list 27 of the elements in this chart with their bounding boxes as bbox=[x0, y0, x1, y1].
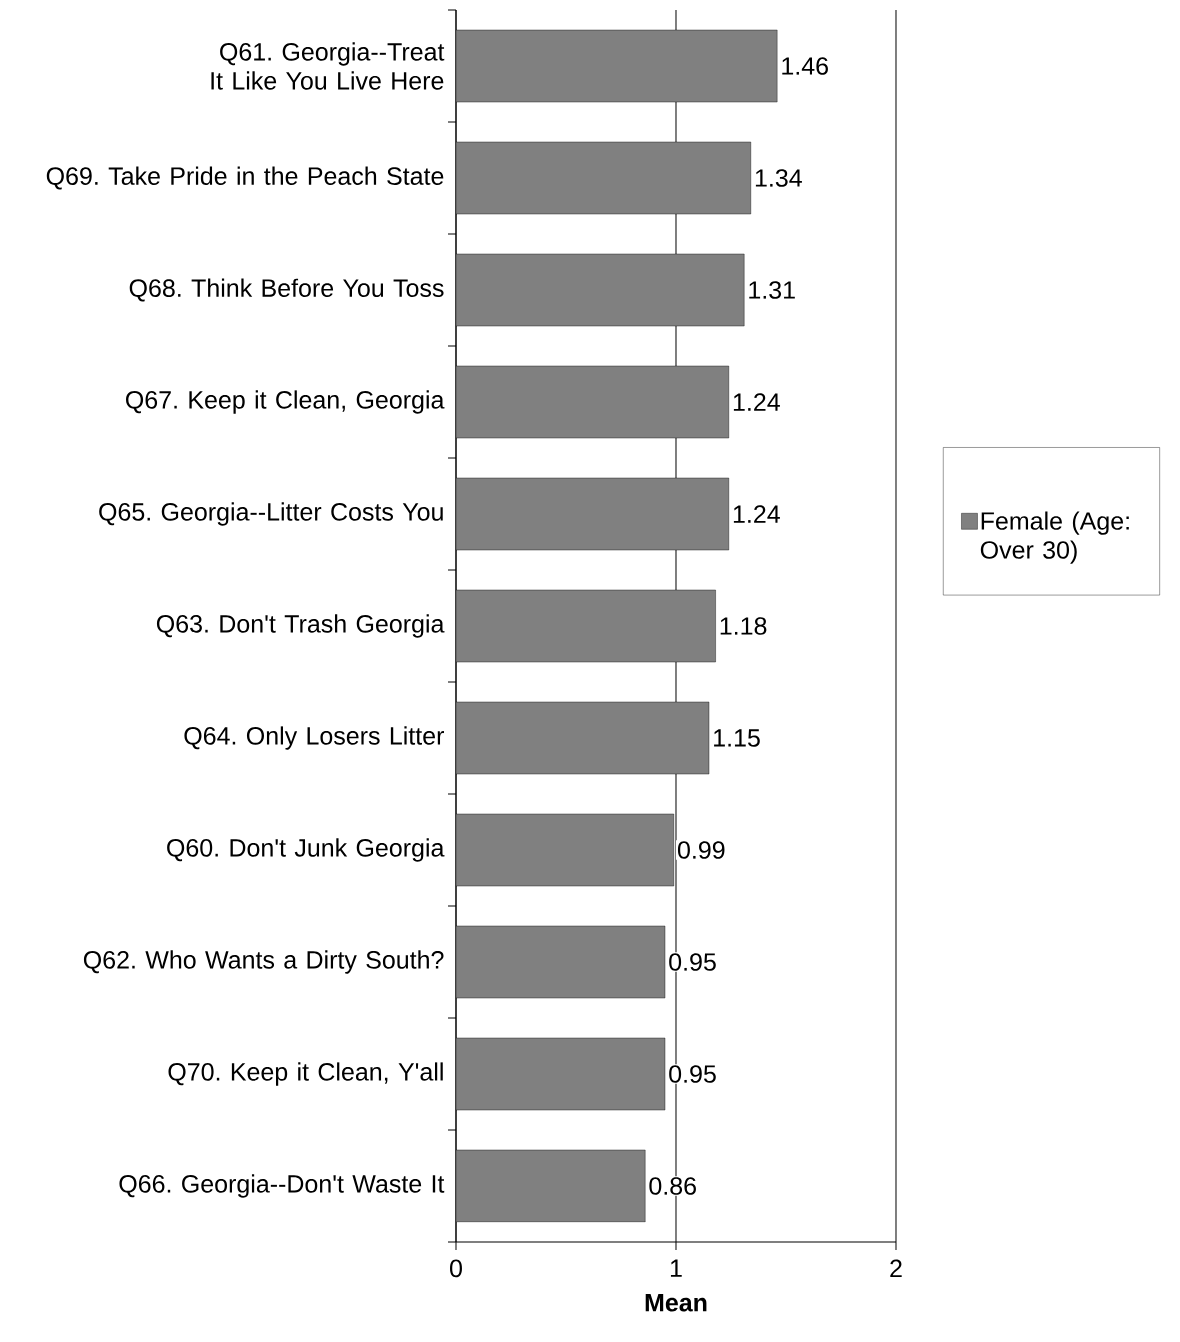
data-label: 0.95 bbox=[669, 953, 716, 971]
data-label: 1.24 bbox=[733, 393, 780, 411]
data-label: 1.31 bbox=[749, 281, 795, 299]
legend-label: Female (Age: Over 30) bbox=[980, 511, 1129, 564]
y-tick-label: Q61. Georgia--Treat It Like You Live Here bbox=[211, 42, 445, 90]
x-tick-label: 0 bbox=[450, 1259, 462, 1278]
y-tick-label: Q65. Georgia--Litter Costs You bbox=[99, 502, 443, 526]
y-tick-label: Q62. Who Wants a Dirty South? bbox=[83, 950, 444, 974]
y-tick-label: Q70. Keep it Clean, Y'all bbox=[168, 1062, 443, 1086]
data-label: 1.24 bbox=[733, 505, 780, 523]
y-tick-label: Q67. Keep it Clean, Georgia bbox=[126, 390, 445, 414]
x-tick-label: 1 bbox=[670, 1259, 682, 1277]
y-tick-label: Q66. Georgia--Don't Waste It bbox=[119, 1174, 445, 1198]
data-label: 1.15 bbox=[714, 729, 760, 747]
y-tick-label: Q60. Don't Junk Georgia bbox=[167, 838, 445, 862]
data-label: 0.95 bbox=[669, 1065, 716, 1083]
y-tick-label: Q64. Only Losers Litter bbox=[184, 726, 444, 750]
y-tick-label: Q69. Take Pride in the Peach State bbox=[46, 166, 444, 190]
y-tick-label: Q63. Don't Trash Georgia bbox=[156, 614, 445, 638]
data-label: 1.18 bbox=[720, 617, 767, 635]
x-axis-title: Mean bbox=[645, 1294, 707, 1312]
data-label: 1.46 bbox=[782, 57, 828, 75]
y-tick-label: Q68. Think Before You Toss bbox=[129, 278, 444, 302]
data-label: 1.34 bbox=[755, 169, 802, 187]
data-label: 0.86 bbox=[649, 1177, 696, 1195]
data-label: 0.99 bbox=[677, 841, 725, 859]
x-tick-label: 2 bbox=[890, 1259, 902, 1277]
